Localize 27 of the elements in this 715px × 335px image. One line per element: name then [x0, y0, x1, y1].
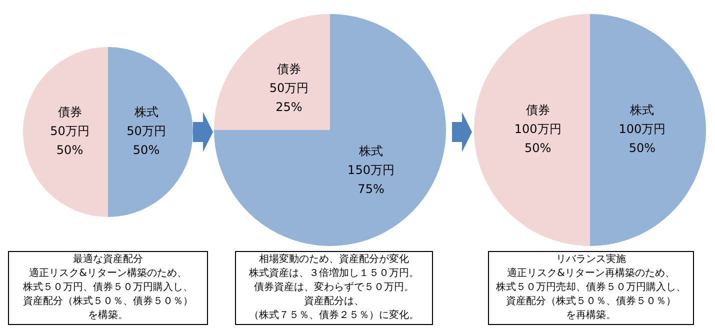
data-label: 50万円 50% — [126, 124, 166, 158]
text: 適正リスク&リターン構築のため、 — [28, 267, 188, 281]
slice-label: 債券 — [276, 62, 301, 76]
slice-label: 株式 — [133, 105, 158, 120]
text: 最適な資産配分 — [72, 253, 144, 267]
text: リバランス実施 — [555, 253, 627, 267]
data-label: 100万円 50% — [514, 122, 562, 156]
slice-label: 債券 — [526, 103, 550, 118]
data-label: 50万円 50% — [50, 124, 90, 158]
text: 株式資産は、３倍増加し１５０万円。 — [248, 267, 420, 281]
text: を再構築。 — [565, 309, 617, 323]
text: 株式５０万円、債券５０万円購入し、 — [22, 281, 194, 295]
data-label: 100万円 50% — [618, 122, 666, 156]
slice-label: 株式 — [358, 144, 384, 158]
slice-label: 株式 — [629, 103, 654, 118]
text: 株式５０万円売却、債券５０万円購入し、 — [495, 281, 687, 295]
text: 資産配分（株式５０％、債券５０％） — [505, 295, 677, 309]
data-label: 150万円 75% — [348, 163, 394, 196]
text: を構築。 — [87, 309, 129, 323]
text: 資産配分（株式５０％、債券５０％） — [22, 295, 194, 309]
text: （株式７５％、債券２５％）に変化。 — [248, 309, 420, 323]
data-label: 50万円 25% — [269, 81, 309, 114]
text: 適正リスク&リターン再構築のため、 — [506, 267, 676, 281]
text: 資産配分は、 — [303, 295, 365, 309]
text: 債券資産は、変わらずで５０万円。 — [253, 281, 415, 295]
text: 相場変動のため、資産配分が変化 — [258, 253, 410, 267]
slice-label: 債券 — [58, 105, 82, 120]
